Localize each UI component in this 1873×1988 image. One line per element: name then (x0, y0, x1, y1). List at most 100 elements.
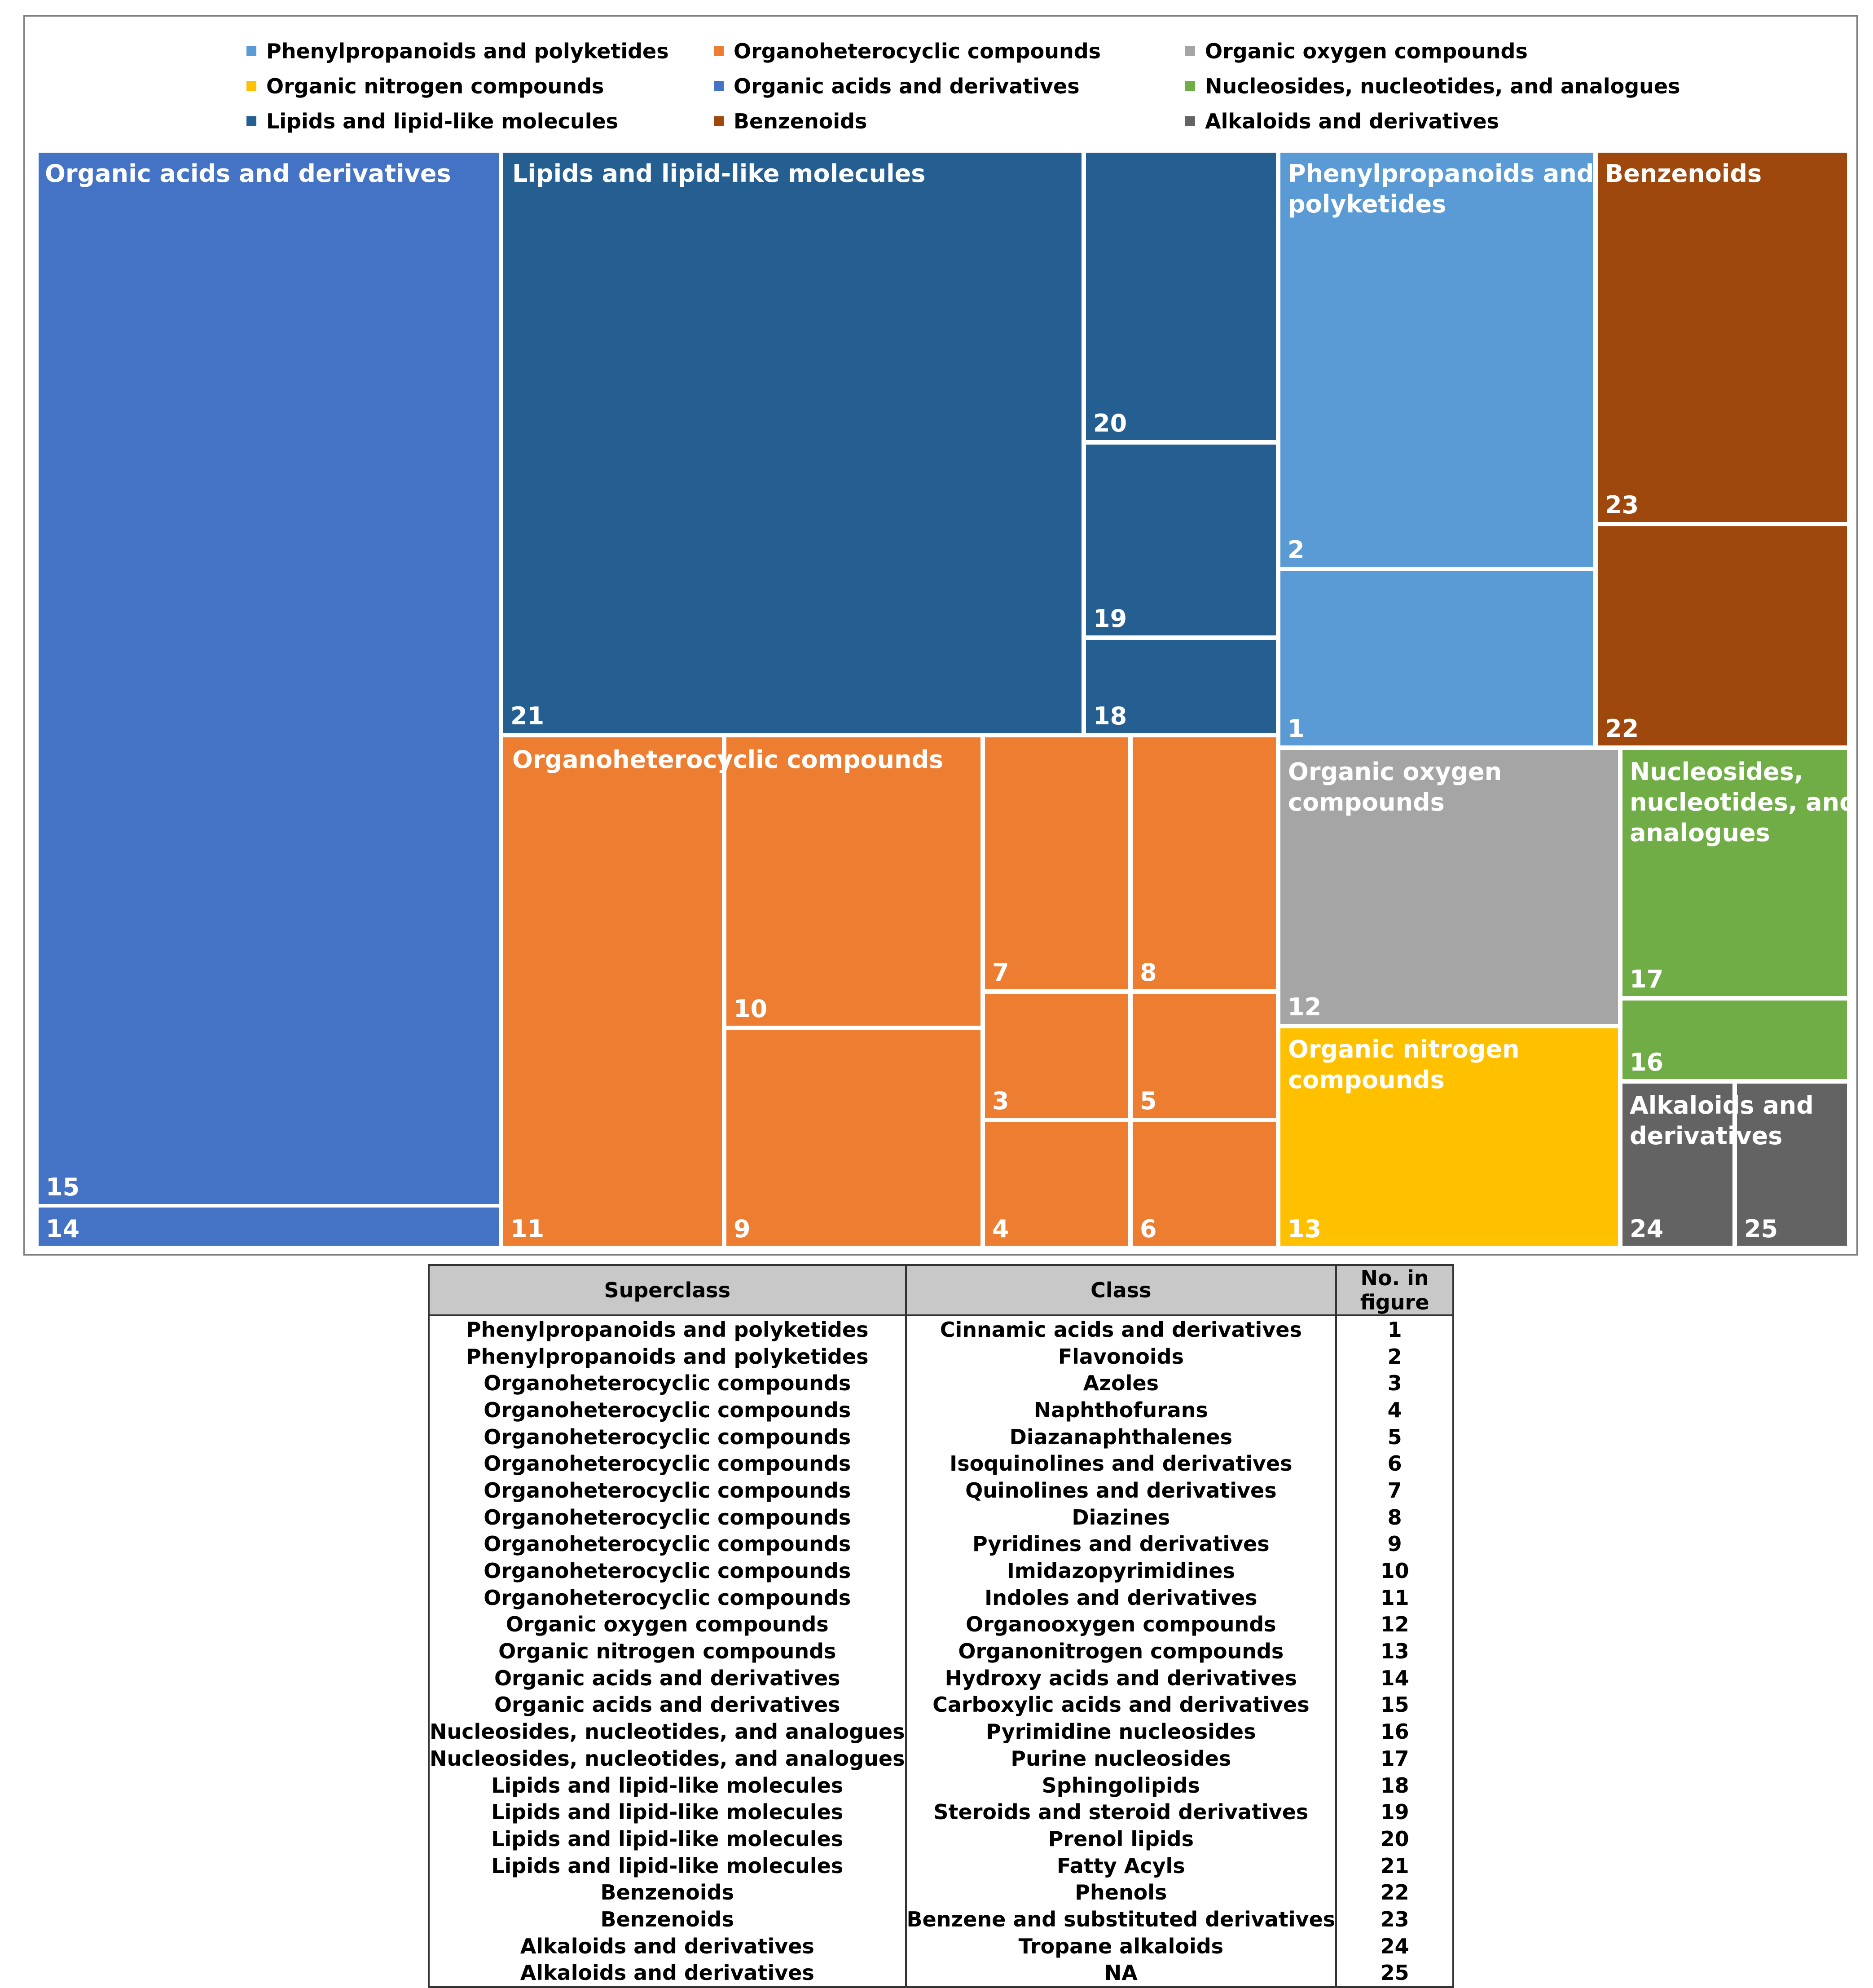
tile-number: 8 (1140, 958, 1157, 987)
cell-class: Indoles and derivatives (905, 1584, 1337, 1611)
treemap-tile: 3 (983, 992, 1130, 1120)
table-row: Organic acids and derivatives Hydroxy aci… (428, 1664, 1454, 1692)
legend-item: Organic oxygen compounds (1185, 38, 1528, 65)
treemap-tile: 7 (983, 735, 1130, 992)
cell-class: Hydroxy acids and derivatives (905, 1664, 1337, 1692)
tile-number: 18 (1093, 702, 1127, 730)
header-class: Class (905, 1264, 1337, 1316)
legend-label: Nucleosides, nucleotides, and analogues (1205, 74, 1680, 98)
tile-number: 1 (1288, 714, 1305, 743)
treemap-tile: 21 (501, 150, 1084, 735)
table-row: Organic acids and derivatives Carboxylic … (428, 1691, 1454, 1719)
cell-superclass: Organoheterocyclic compounds (428, 1530, 907, 1558)
cell-number: 21 (1335, 1852, 1454, 1879)
cell-number: 24 (1335, 1932, 1454, 1960)
cell-number: 19 (1335, 1798, 1454, 1826)
legend-item: Alkaloids and derivatives (1185, 108, 1499, 135)
cell-class: Cinnamic acids and derivatives (905, 1315, 1337, 1343)
cell-number: 13 (1335, 1638, 1454, 1665)
treemap-tile: 15 (36, 150, 501, 1206)
cell-number: 16 (1335, 1718, 1454, 1745)
tile-number: 6 (1140, 1215, 1157, 1243)
tile-number: 5 (1140, 1087, 1157, 1115)
cell-number: 9 (1335, 1530, 1454, 1558)
cell-number: 4 (1335, 1397, 1454, 1424)
table-header-row: Superclass Class No. in figure (428, 1264, 1454, 1316)
tile-number: 2 (1288, 536, 1305, 564)
treemap-tile: 6 (1130, 1120, 1278, 1248)
table-row: Lipids and lipid-like molecules Sphingoli… (428, 1772, 1454, 1799)
cell-number: 7 (1335, 1477, 1454, 1504)
cell-superclass: Organoheterocyclic compounds (428, 1584, 907, 1611)
table-row: Alkaloids and derivatives NA 25 (428, 1959, 1454, 1988)
table-row: Organoheterocyclic compounds Diazanaphtha… (428, 1423, 1454, 1450)
tile-number: 20 (1093, 409, 1127, 437)
cell-number: 20 (1335, 1825, 1454, 1852)
cell-number: 1 (1335, 1315, 1454, 1343)
tile-number: 17 (1630, 965, 1664, 993)
tile-number: 21 (510, 702, 545, 730)
cell-number: 12 (1335, 1611, 1454, 1638)
cell-class: Benzene and substituted derivatives (905, 1906, 1337, 1933)
cell-superclass: Organoheterocyclic compounds (428, 1397, 907, 1424)
cell-number: 17 (1335, 1745, 1454, 1772)
cell-superclass: Organoheterocyclic compounds (428, 1477, 907, 1504)
cell-class: Quinolines and derivatives (905, 1477, 1337, 1504)
cell-class: Diazines (905, 1503, 1337, 1531)
legend-label: Organic acids and derivatives (734, 74, 1080, 98)
cell-class: Organonitrogen compounds (905, 1638, 1337, 1665)
treemap-tile: 1 (1278, 569, 1596, 748)
cell-number: 3 (1335, 1370, 1454, 1397)
treemap-tile: 20 (1084, 150, 1278, 442)
treemap-tile: 9 (724, 1028, 983, 1248)
treemap-tile: 19 (1084, 442, 1278, 638)
cell-superclass: Benzenoids (428, 1879, 907, 1906)
treemap-chart: Phenylpropanoids and polyketides Organohe… (23, 15, 1858, 1256)
legend-item: Organoheterocyclic compounds (714, 38, 1101, 65)
tile-number: 9 (734, 1215, 751, 1243)
cell-number: 11 (1335, 1584, 1454, 1611)
legend-item: Organic nitrogen compounds (246, 73, 604, 100)
table-row: Organoheterocyclic compounds Imidazopyrim… (428, 1557, 1454, 1584)
treemap-tile: 25 (1735, 1081, 1849, 1248)
treemap-tile: 17 (1620, 748, 1849, 998)
legend-swatch (1185, 116, 1195, 126)
cell-superclass: Lipids and lipid-like molecules (428, 1825, 907, 1852)
tile-number: 15 (46, 1173, 80, 1201)
cell-superclass: Phenylpropanoids and polyketides (428, 1315, 907, 1343)
legend-label: Alkaloids and derivatives (1205, 109, 1499, 133)
legend-label: Organic oxygen compounds (1205, 39, 1528, 63)
cell-class: Steroids and steroid derivatives (905, 1798, 1337, 1826)
cell-number: 8 (1335, 1503, 1454, 1531)
cell-class: Purine nucleosides (905, 1745, 1337, 1772)
table-row: Alkaloids and derivatives Tropane alkaloi… (428, 1932, 1454, 1960)
cell-number: 23 (1335, 1906, 1454, 1933)
legend-label: Organoheterocyclic compounds (734, 39, 1101, 63)
cell-superclass: Organoheterocyclic compounds (428, 1423, 907, 1450)
table-row: Organoheterocyclic compounds Diazines 8 (428, 1503, 1454, 1531)
table-row: Organoheterocyclic compounds Pyridines an… (428, 1530, 1454, 1558)
legend-swatch (246, 116, 256, 126)
cell-superclass: Lipids and lipid-like molecules (428, 1772, 907, 1799)
cell-superclass: Organic acids and derivatives (428, 1691, 907, 1719)
legend-swatch (714, 46, 724, 56)
table-row: Phenylpropanoids and polyketides Cinnamic… (428, 1315, 1454, 1343)
legend-swatch (246, 46, 256, 56)
header-no-in-figure: No. in figure (1335, 1264, 1454, 1316)
cell-number: 2 (1335, 1343, 1454, 1370)
cell-number: 14 (1335, 1664, 1454, 1692)
treemap-plot-area: 15 14 21 20 19 18 2 1 23 22 11 10 9 7 8 3 5 4 6 12 17 16 13 24 2… (25, 17, 1859, 1257)
table-row: Phenylpropanoids and polyketides Flavonoi… (428, 1343, 1454, 1370)
legend-swatch (1185, 46, 1195, 56)
cell-superclass: Organoheterocyclic compounds (428, 1450, 907, 1477)
cell-class: Phenols (905, 1879, 1337, 1906)
legend-swatch (246, 81, 256, 91)
tile-number: 13 (1288, 1215, 1322, 1243)
cell-number: 5 (1335, 1423, 1454, 1450)
cell-superclass: Organoheterocyclic compounds (428, 1557, 907, 1584)
tile-number: 11 (510, 1215, 545, 1243)
table-row: Lipids and lipid-like molecules Fatty Acy… (428, 1852, 1454, 1879)
cell-number: 22 (1335, 1879, 1454, 1906)
cell-class: Naphthofurans (905, 1397, 1337, 1424)
cell-superclass: Organic oxygen compounds (428, 1611, 907, 1638)
